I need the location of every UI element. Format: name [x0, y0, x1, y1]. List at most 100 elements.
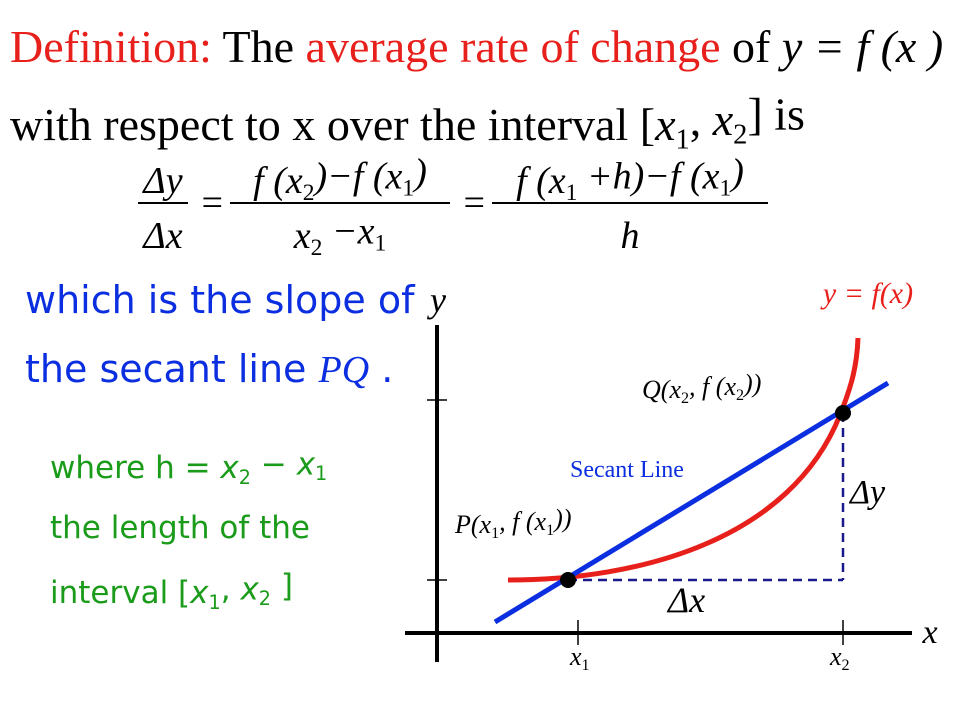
text-run: ] is [747, 89, 805, 140]
text-run: where [50, 450, 155, 486]
text-run: f ( [253, 160, 288, 202]
definition-text: The [223, 21, 295, 72]
text-run: over the interval [ [315, 99, 655, 150]
equals-sign: = [199, 182, 225, 224]
math-base: x [668, 375, 681, 404]
text-run: +h)−f ( [577, 156, 704, 198]
math-base: x [293, 215, 311, 257]
numerator: f (x1 +h)−f (x1) [516, 151, 744, 206]
text-run: − [322, 211, 357, 253]
math-subscript: 2 [311, 235, 323, 261]
text-run: ) [412, 151, 427, 193]
math-subscript: 1 [675, 125, 689, 156]
math-base: x [296, 446, 316, 482]
where-text: interval [x1, x2 ] [50, 568, 293, 614]
point-p [560, 572, 576, 588]
math-base: x [357, 211, 375, 253]
text-run: ] [271, 568, 293, 604]
text-run: P( [454, 510, 481, 539]
text-run: = [175, 450, 221, 486]
text-run: with respect to [10, 99, 292, 150]
where-text: the length of the [50, 510, 310, 546]
math-base: x [534, 507, 547, 536]
math-subscript: 1 [209, 591, 221, 614]
delta-y-label: Δy [848, 474, 886, 511]
text-run: , [221, 571, 241, 607]
text-run: − [251, 446, 297, 482]
text-run: Δy [141, 160, 182, 202]
definition-text: of [732, 21, 771, 72]
math-base: x [654, 99, 676, 150]
text-run: interval [ [50, 575, 190, 611]
math-subscript: 1 [315, 462, 327, 485]
math-subscript: 1 [719, 176, 731, 202]
text-run: Δx [141, 215, 182, 257]
math-base: x [569, 642, 582, 671]
text-run: f ( [516, 160, 551, 202]
text-run: , [690, 94, 713, 145]
x2-label: x2 [829, 642, 850, 674]
curve [507, 337, 861, 583]
text-run: h [155, 450, 175, 486]
curve-label: y = f(x) [820, 277, 913, 310]
text-run: )) [552, 504, 571, 533]
point-q-label: Q(x2, f (x2)) [642, 369, 761, 407]
math-subscript: 2 [239, 466, 251, 489]
math-subscript: 1 [374, 231, 386, 257]
text-run: )−f ( [313, 156, 388, 198]
math-base: x [219, 450, 239, 486]
math-base: x [702, 156, 720, 198]
definition-line: Definition: The average rate of change o… [10, 21, 943, 72]
delta-x-label: Δx [666, 580, 705, 620]
math-subscript: 1 [491, 525, 499, 542]
y-axis-label: y [427, 280, 446, 320]
equals-sign: = [461, 182, 487, 224]
denominator: h [621, 215, 640, 257]
definition-highlight: average rate of change [306, 21, 721, 72]
math-base: x [189, 575, 209, 611]
text-run: . [369, 347, 393, 391]
math-subscript: 2 [259, 587, 271, 610]
text-run: h [621, 215, 640, 257]
text-run: PQ [318, 349, 370, 391]
math-base: x [285, 160, 303, 202]
x1-label: x1 [569, 642, 590, 674]
secant-label: Secant Line [570, 457, 684, 483]
numerator: Δy [141, 160, 182, 202]
denominator: x2 −x1 [293, 211, 386, 261]
function-expression: y = f (x ) [778, 21, 943, 72]
x-axis-label: x [921, 614, 937, 651]
slope-text: which is the slope of [25, 278, 416, 322]
point-p-label: P(x1, f (x1)) [454, 504, 571, 542]
text-run: , f ( [499, 507, 536, 536]
where-text: where h = x2 − x1 [50, 446, 327, 488]
slope-text: the secant line PQ . [25, 347, 393, 391]
math-subscript: 1 [566, 180, 578, 206]
math-subscript: 2 [681, 390, 689, 407]
math-base: x [712, 94, 734, 145]
math-subscript: 1 [582, 657, 590, 674]
text-run: )) [742, 369, 761, 398]
graph: y = f(x) y x Secant Line Δy Δx [405, 277, 938, 662]
math-base: x [829, 642, 842, 671]
text-run: Q( [642, 375, 671, 404]
math-subscript: 1 [402, 176, 414, 202]
math-base: x [723, 372, 736, 401]
math-subscript: 2 [303, 180, 315, 206]
math-base: x [479, 510, 492, 539]
denominator: Δx [141, 215, 182, 257]
text-run: the secant line [25, 347, 319, 391]
text-run: , f ( [689, 372, 726, 401]
point-q [835, 405, 851, 421]
text-run: x [292, 99, 315, 150]
math-base: x [385, 156, 403, 198]
text-run: ) [729, 151, 744, 193]
math-subscript: 2 [736, 387, 744, 404]
math-base: x [239, 571, 259, 607]
math-subscript: 1 [546, 522, 554, 539]
math-subscript: 2 [842, 657, 850, 674]
math-subscript: 2 [733, 119, 747, 150]
definition-line: with respect to x over the interval [x1,… [10, 89, 805, 156]
